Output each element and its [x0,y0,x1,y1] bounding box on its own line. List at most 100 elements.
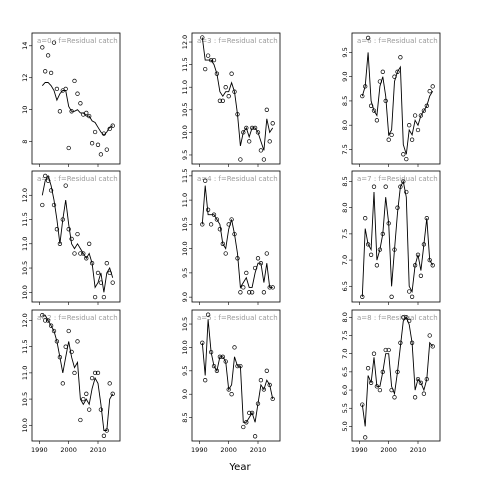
panel-a3: a=3 : f=Residual catch 9.5 10.0 10.5 11.0 11.… [181,32,281,167]
fitted-line [201,185,273,289]
data-point [51,40,57,45]
data-point [368,103,374,108]
data-point [386,137,391,142]
data-point [75,339,80,344]
data-point [92,294,98,300]
data-point [211,57,217,63]
data-point [45,178,51,183]
x-tick-label: 1990 [191,446,208,454]
data-point [244,270,249,276]
data-point [57,355,63,360]
data-point [72,251,77,256]
data-point [412,113,418,118]
x-tick-label: 2000 [220,446,237,454]
y-tick-label: 8.0 [341,312,349,322]
data-point [244,125,249,131]
fitted-line [201,319,274,423]
data-point [232,231,237,237]
data-point [78,251,83,256]
data-point [363,216,368,221]
panel-title: a=7 : f=Residual catch [357,175,438,183]
y-tick-label: 11.0 [181,193,189,207]
data-point [249,125,255,131]
data-point [258,378,264,383]
data-point [258,148,264,153]
data-point [398,340,403,345]
data-point [84,110,89,116]
data-point [63,344,68,349]
data-point [427,257,432,263]
y-tick-label: 9.0 [181,292,189,302]
data-point [69,349,74,355]
data-point [389,387,394,393]
data-point [95,370,101,376]
data-point [267,285,272,290]
data-point [203,66,208,72]
panel-title: a=3 : f=Residual catch [197,37,278,45]
data-point [78,101,83,106]
data-point [365,366,371,371]
data-point [229,392,234,397]
data-point [395,69,400,74]
y-tick-label: 10.0 [181,125,189,139]
data-point [220,98,225,103]
data-point [232,345,237,350]
y-tick-label: 6.0 [341,385,349,395]
data-point [255,401,261,406]
panel-a1: a=1 : f=Residual catch 10.0 10.5 11.0 11.5 12… [21,170,121,305]
data-point [75,231,80,237]
data-point [84,256,89,261]
data-point [418,113,424,118]
data-point [214,217,220,222]
data-point [247,139,252,144]
data-point [217,227,223,232]
data-point [404,189,409,195]
data-point [235,112,240,117]
data-point [249,290,255,295]
data-point [60,217,65,222]
panel-a5: a=5 : f=Residual catch 8.5 9.0 9.5 10.0 10.5 1… [181,309,281,454]
data-point [98,280,104,285]
data-point [66,328,71,334]
data-point [89,261,95,266]
data-point [241,130,246,135]
data-point [205,53,211,58]
data-point [409,340,415,345]
y-tick-label: 10.0 [181,241,189,255]
data-point [214,71,220,76]
data-point [258,261,264,266]
y-tick-label: 8.5 [181,412,189,422]
data-point [252,265,258,271]
data-point [374,263,380,268]
data-point [104,261,109,266]
data-point [110,123,115,128]
x-tick-label: 1990 [351,446,368,454]
y-tick-label: 9.5 [341,47,349,57]
data-point [392,395,397,400]
data-point [427,89,432,94]
data-point [69,236,74,242]
data-point [69,109,74,114]
data-point [377,79,383,84]
data-point [211,363,217,369]
data-point [226,222,231,227]
data-point [95,142,101,147]
data-point [208,222,214,227]
data-point [270,121,275,126]
data-point [98,407,104,412]
data-point [371,108,377,113]
data-point [407,123,412,128]
panel-frame [31,170,121,303]
data-point [383,347,388,353]
fitted-line [201,37,274,151]
data-point [72,370,77,376]
y-tick-label: 9.5 [181,268,189,278]
data-point [101,131,107,136]
data-point [247,410,252,416]
data-point [229,217,234,222]
data-point [377,387,383,393]
y-tick-label: 10.0 [21,285,29,299]
data-point [43,69,48,74]
data-point [365,35,371,41]
data-point [40,45,45,50]
